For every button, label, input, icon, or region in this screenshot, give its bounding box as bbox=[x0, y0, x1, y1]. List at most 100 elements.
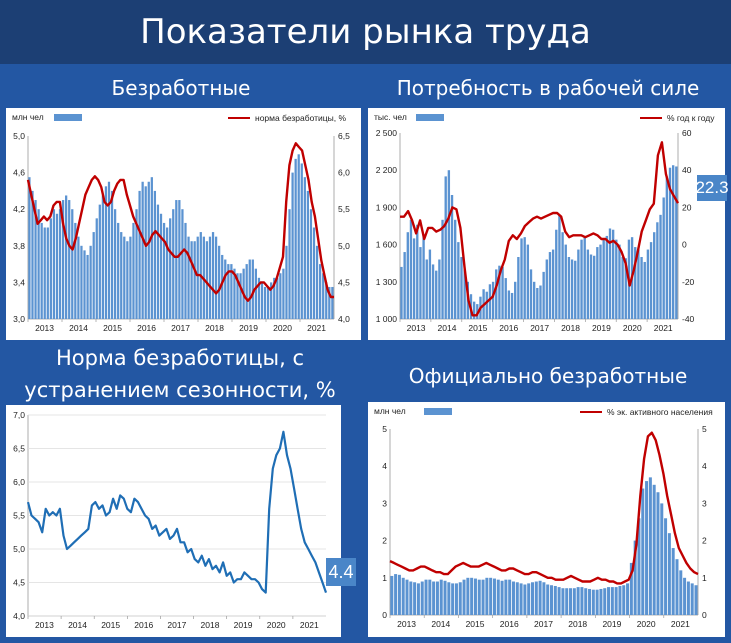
y-left-tick-label: 3 bbox=[382, 498, 387, 508]
bar bbox=[526, 244, 530, 319]
bar bbox=[441, 219, 444, 319]
legend-bar-swatch bbox=[54, 114, 82, 121]
bar bbox=[530, 582, 534, 615]
bar bbox=[71, 209, 74, 319]
bar bbox=[400, 266, 403, 319]
bar bbox=[409, 219, 413, 319]
bar bbox=[439, 579, 443, 615]
y-unit-label: млн чел bbox=[374, 406, 406, 416]
bar bbox=[322, 273, 325, 319]
bar bbox=[312, 227, 316, 319]
y-right-tick-label: 60 bbox=[682, 128, 692, 138]
bar bbox=[227, 264, 230, 319]
x-tick-label: 2014 bbox=[68, 620, 87, 630]
bar bbox=[675, 559, 679, 615]
bar bbox=[141, 181, 144, 319]
y-right-tick-label: 20 bbox=[682, 202, 692, 212]
bar bbox=[595, 589, 599, 615]
bar bbox=[401, 577, 405, 615]
x-tick-label: 2013 bbox=[397, 619, 416, 629]
bar bbox=[390, 575, 394, 615]
bar bbox=[561, 588, 565, 615]
x-tick-label: 2019 bbox=[602, 619, 621, 629]
legend-bar-swatch bbox=[424, 408, 452, 415]
bar bbox=[574, 260, 577, 319]
bar bbox=[74, 222, 77, 319]
bar bbox=[279, 273, 282, 319]
bar bbox=[450, 195, 454, 319]
bar bbox=[460, 257, 463, 319]
y-left-tick-label: 2 500 bbox=[376, 128, 398, 138]
bar bbox=[129, 236, 132, 319]
chart4-title: Официально безработные bbox=[408, 364, 688, 388]
bar bbox=[519, 583, 523, 615]
chart4-panel: 0 1 2 3 4 5 0 1 2 3 4 5 2013 2014 2015 2016 2017 2018 2019… bbox=[368, 402, 725, 637]
bar bbox=[406, 232, 409, 319]
y-unit-label: тыс. чел bbox=[374, 112, 407, 122]
x-tick-label: 2018 bbox=[205, 323, 224, 333]
bar bbox=[28, 177, 31, 319]
bar bbox=[196, 236, 199, 319]
bar bbox=[169, 218, 172, 319]
bar bbox=[403, 252, 406, 319]
bar bbox=[646, 249, 650, 319]
bar bbox=[614, 587, 618, 615]
bar bbox=[331, 286, 334, 319]
x-tick-label: 2019 bbox=[592, 323, 611, 333]
x-tick-label: 2021 bbox=[654, 323, 673, 333]
bar bbox=[40, 222, 43, 319]
bar bbox=[444, 176, 447, 319]
bar bbox=[470, 577, 474, 615]
bar bbox=[120, 232, 123, 319]
x-tick-label: 2016 bbox=[137, 323, 156, 333]
bar bbox=[567, 257, 571, 319]
bar bbox=[550, 585, 554, 615]
bar bbox=[637, 518, 641, 615]
bar bbox=[532, 281, 536, 319]
legend-line-label: % год к году bbox=[667, 113, 715, 123]
bar bbox=[447, 170, 451, 319]
bar bbox=[257, 277, 261, 319]
bar bbox=[156, 204, 160, 319]
bar bbox=[420, 581, 424, 615]
x-tick-label: 2017 bbox=[530, 323, 549, 333]
bar bbox=[135, 209, 138, 319]
bar bbox=[593, 255, 596, 319]
bar bbox=[542, 582, 546, 615]
bar bbox=[107, 181, 111, 319]
bar bbox=[178, 200, 181, 319]
bar bbox=[285, 245, 288, 319]
bar bbox=[224, 259, 227, 319]
bar bbox=[245, 264, 248, 319]
x-tick-label: 2018 bbox=[561, 323, 580, 333]
bar bbox=[520, 238, 523, 319]
bar bbox=[254, 268, 257, 319]
bar bbox=[416, 224, 419, 319]
bar bbox=[492, 578, 496, 615]
chart3-callout: 4.4 bbox=[326, 558, 356, 586]
bar bbox=[276, 277, 279, 319]
bar bbox=[570, 259, 574, 319]
bar bbox=[648, 477, 652, 615]
bar bbox=[221, 254, 224, 319]
bar bbox=[409, 581, 413, 615]
bar bbox=[101, 195, 104, 319]
bar bbox=[86, 254, 89, 319]
bar bbox=[315, 245, 319, 319]
bar bbox=[325, 282, 328, 319]
legend-line-label: % эк. активного населения bbox=[607, 407, 713, 417]
y-left-tick-label: 5,5 bbox=[13, 511, 25, 521]
bar bbox=[306, 190, 310, 319]
bar bbox=[473, 578, 477, 615]
y-right-tick-label: 0 bbox=[682, 240, 687, 250]
bar bbox=[150, 177, 153, 319]
bar bbox=[159, 213, 163, 319]
bar bbox=[266, 286, 270, 319]
x-tick-label: 2016 bbox=[500, 619, 519, 629]
bar bbox=[303, 177, 306, 319]
bar bbox=[683, 577, 687, 615]
bar bbox=[428, 579, 432, 615]
bar bbox=[77, 236, 80, 319]
bar bbox=[432, 581, 436, 615]
x-tick-label: 2020 bbox=[267, 620, 286, 630]
